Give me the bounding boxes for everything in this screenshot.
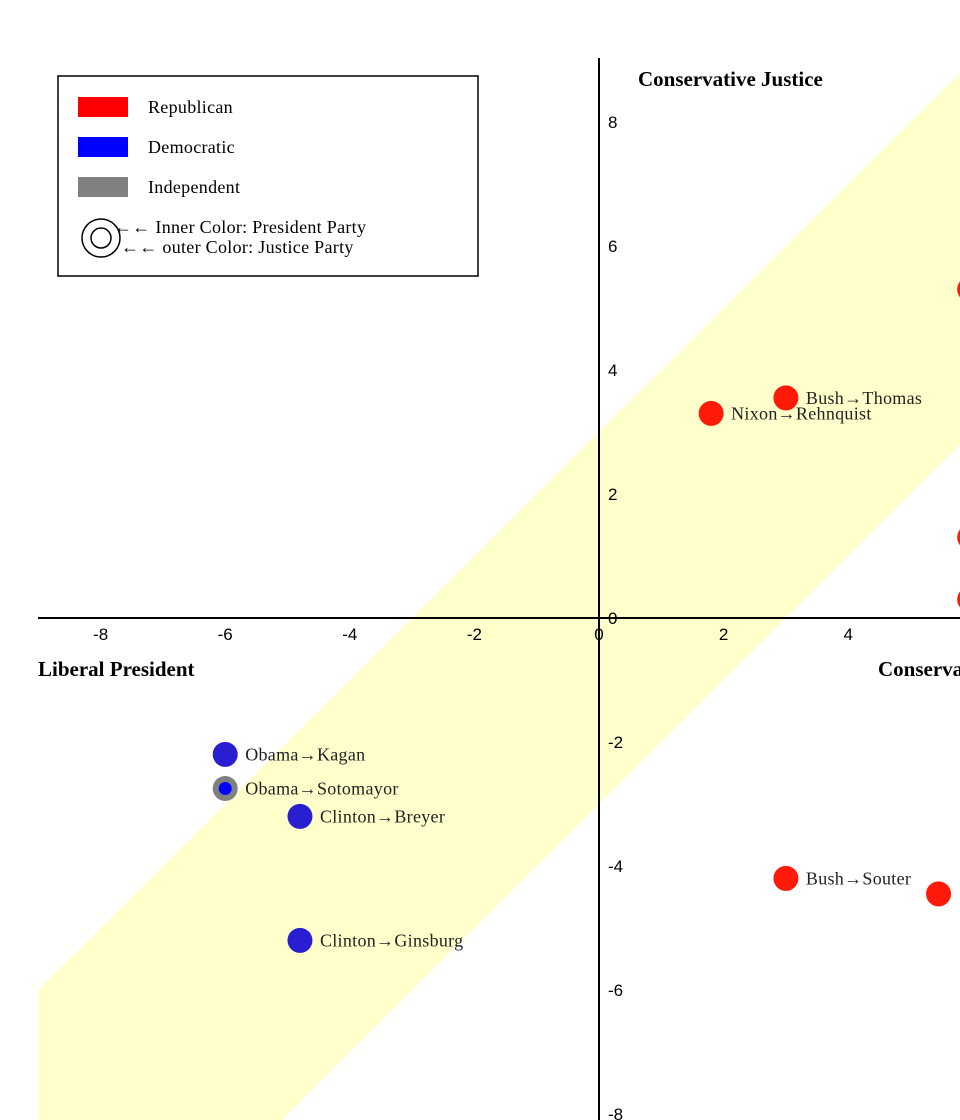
x-tick-label: -4 — [342, 625, 357, 644]
axis-title-right: Conservative President — [878, 657, 960, 681]
legend-label: Independent — [148, 177, 240, 197]
data-point: Bush→Souter — [773, 866, 911, 891]
point-label: Bush→Thomas — [806, 388, 922, 408]
point-marker — [287, 928, 312, 953]
legend-inner-note: ←← Inner Color: President Party — [114, 217, 366, 237]
point-marker — [926, 881, 951, 906]
x-tick-label: -2 — [467, 625, 482, 644]
point-marker — [287, 804, 312, 829]
y-tick-label: -4 — [608, 857, 623, 876]
point-marker — [213, 742, 238, 767]
legend: Republican Democratic Independent ←← Inner… — [58, 76, 478, 276]
legend-label: Republican — [148, 97, 233, 117]
legend-swatch — [78, 177, 128, 197]
point-label: Clinton→Breyer — [320, 806, 445, 826]
point-label: Bush→Souter — [806, 868, 911, 888]
legend-swatch — [78, 97, 128, 117]
point-inner-dot — [219, 782, 232, 795]
y-tick-label: 2 — [608, 485, 617, 504]
axis-title-left: Liberal President — [38, 657, 195, 681]
y-tick-label: -2 — [608, 733, 623, 752]
y-tick-label: -8 — [608, 1105, 623, 1120]
y-tick-label: -6 — [608, 981, 623, 1000]
point-label: Obama→Kagan — [245, 744, 365, 764]
legend-swatch — [78, 137, 128, 157]
x-tick-label: 2 — [719, 625, 728, 644]
point-marker — [773, 385, 798, 410]
x-tick-label: 0 — [594, 625, 603, 644]
x-tick-label: -6 — [218, 625, 233, 644]
x-tick-label: -8 — [93, 625, 108, 644]
y-tick-label: 0 — [608, 609, 617, 628]
legend-items: Republican Democratic Independent — [78, 97, 240, 197]
y-tick-label: 8 — [608, 113, 617, 132]
point-label: Clinton→Ginsburg — [320, 930, 463, 950]
x-tick-label: 4 — [843, 625, 852, 644]
legend-label: Democratic — [148, 137, 235, 157]
data-point — [926, 881, 951, 906]
point-marker — [699, 401, 724, 426]
point-marker — [773, 866, 798, 891]
axis-title-top: Conservative Justice — [638, 67, 823, 91]
y-tick-label: 6 — [608, 237, 617, 256]
point-label: Obama→Sotomayor — [245, 779, 398, 799]
legend-outer-note: ←← outer Color: Justice Party — [121, 237, 354, 257]
y-tick-label: 4 — [608, 361, 617, 380]
data-point: Obama→Kagan — [213, 742, 366, 767]
